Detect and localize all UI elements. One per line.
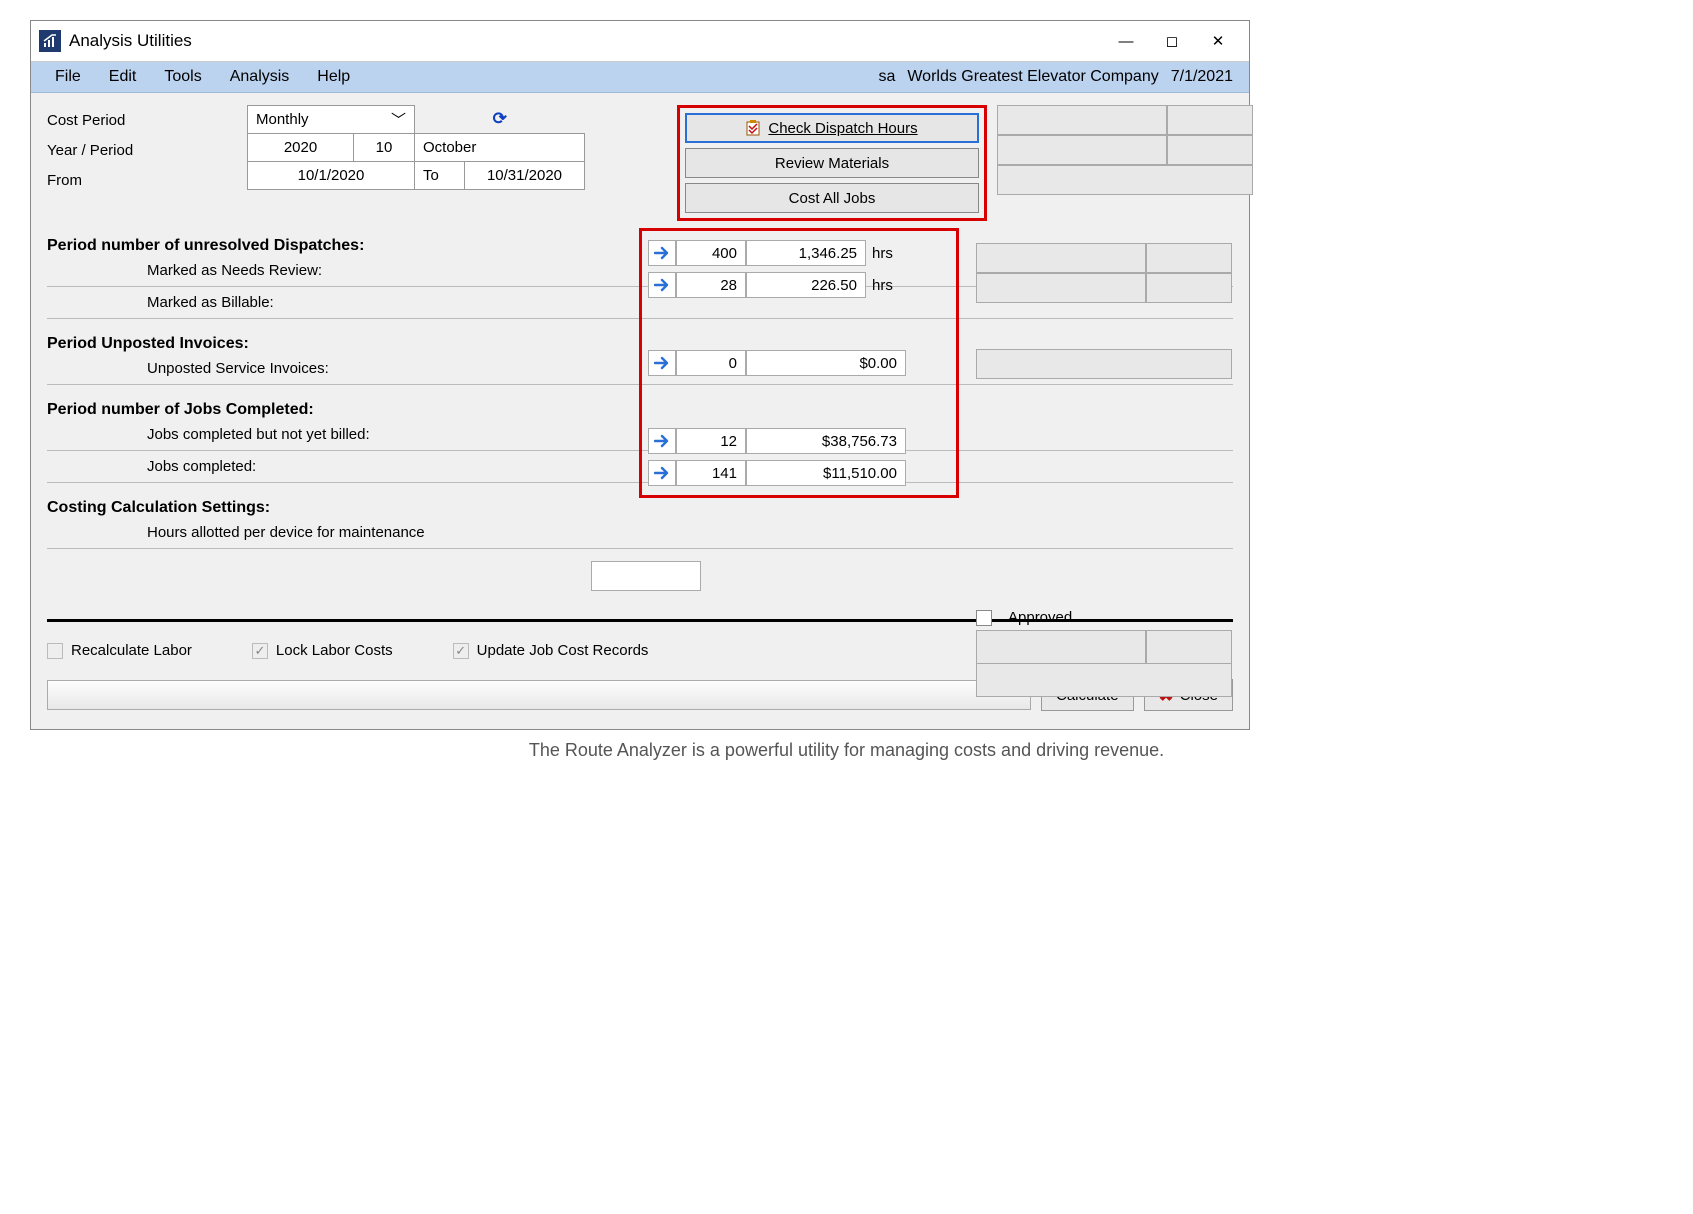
jobs-row-0-label: Jobs completed but not yet billed: bbox=[147, 426, 577, 443]
status-field bbox=[47, 680, 1031, 710]
status-user: sa bbox=[872, 66, 901, 88]
period-table: Monthly ﹀ ⟳ 2020 10 October bbox=[247, 105, 585, 190]
recalculate-labor-label: Recalculate Labor bbox=[71, 642, 192, 659]
year-value[interactable]: 2020 bbox=[248, 134, 354, 162]
costing-row-label: Hours allotted per device for maintenanc… bbox=[147, 524, 577, 541]
side-boxes-top bbox=[997, 105, 1257, 195]
invoices-row-0-count: 0 bbox=[676, 350, 746, 376]
dispatches-row-1-label: Marked as Billable: bbox=[147, 294, 577, 311]
arrow-button[interactable] bbox=[648, 460, 676, 486]
review-materials-button[interactable]: Review Materials bbox=[685, 148, 979, 178]
cost-period-select[interactable]: Monthly ﹀ bbox=[248, 106, 415, 134]
from-value[interactable]: 10/1/2020 bbox=[248, 162, 415, 190]
check-dispatch-button[interactable]: Check Dispatch Hours bbox=[685, 113, 979, 143]
titlebar: Analysis Utilities — ◻ ✕ bbox=[31, 21, 1249, 62]
update-job-cost-label: Update Job Cost Records bbox=[477, 642, 649, 659]
recalculate-labor-checkbox[interactable] bbox=[47, 643, 63, 659]
body-area: Cost Period Year / Period From Monthly ﹀ bbox=[31, 93, 1249, 729]
invoices-row-0-label: Unposted Service Invoices: bbox=[147, 360, 577, 377]
period-name: October bbox=[415, 134, 585, 162]
period-labels: Cost Period Year / Period From bbox=[47, 105, 237, 195]
lock-labor-label: Lock Labor Costs bbox=[276, 642, 393, 659]
arrow-button[interactable] bbox=[648, 350, 676, 376]
invoices-row-0-value: $0.00 bbox=[746, 350, 906, 376]
status-date: 7/1/2021 bbox=[1165, 66, 1239, 88]
window-title: Analysis Utilities bbox=[69, 31, 192, 51]
cost-period-value: Monthly bbox=[256, 111, 309, 128]
year-period-label: Year / Period bbox=[47, 135, 237, 165]
figure-caption: The Route Analyzer is a powerful utility… bbox=[30, 740, 1663, 761]
chevron-down-icon: ﹀ bbox=[391, 109, 406, 130]
status-company: Worlds Greatest Elevator Company bbox=[901, 66, 1164, 88]
jobs-row-1-count: 141 bbox=[676, 460, 746, 486]
jobs-row-0-value: $38,756.73 bbox=[746, 428, 906, 454]
arrow-button[interactable] bbox=[648, 272, 676, 298]
dispatches-row-1-value: 226.50 bbox=[746, 272, 866, 298]
dispatches-row-0-count: 400 bbox=[676, 240, 746, 266]
close-window-button[interactable]: ✕ bbox=[1195, 27, 1241, 55]
app-icon bbox=[39, 30, 61, 52]
minimize-button[interactable]: — bbox=[1103, 27, 1149, 55]
data-values-group: 400 1,346.25 hrs 28 226.50 hrs 0 $0.00 bbox=[639, 228, 959, 498]
analysis-utilities-window: Analysis Utilities — ◻ ✕ File Edit Tools… bbox=[30, 20, 1250, 730]
cost-all-jobs-button[interactable]: Cost All Jobs bbox=[685, 183, 979, 213]
dispatches-row-0-unit: hrs bbox=[872, 245, 893, 262]
dispatches-row-1-unit: hrs bbox=[872, 277, 893, 294]
cost-period-label: Cost Period bbox=[47, 105, 237, 135]
refresh-icon[interactable]: ⟳ bbox=[493, 109, 507, 128]
update-job-cost-checkbox[interactable]: ✓ bbox=[453, 643, 469, 659]
maximize-button[interactable]: ◻ bbox=[1149, 27, 1195, 55]
check-dispatch-label: Check Dispatch Hours bbox=[768, 120, 917, 137]
jobs-row-0-count: 12 bbox=[676, 428, 746, 454]
from-label: From bbox=[47, 165, 237, 195]
to-label: To bbox=[415, 162, 465, 190]
period-number[interactable]: 10 bbox=[354, 134, 415, 162]
menu-edit[interactable]: Edit bbox=[95, 66, 151, 88]
right-column: Approved bbox=[976, 243, 1236, 697]
to-value[interactable]: 10/31/2020 bbox=[465, 162, 585, 190]
jobs-row-1-value: $11,510.00 bbox=[746, 460, 906, 486]
clipboard-icon bbox=[746, 120, 760, 136]
arrow-button[interactable] bbox=[648, 428, 676, 454]
review-materials-label: Review Materials bbox=[775, 155, 889, 172]
dispatches-row-0-label: Marked as Needs Review: bbox=[147, 262, 577, 279]
action-buttons-group: Check Dispatch Hours Review Materials Co… bbox=[677, 105, 987, 221]
approved-label: Approved bbox=[1008, 609, 1072, 626]
approved-checkbox[interactable] bbox=[976, 610, 992, 626]
lock-labor-checkbox[interactable]: ✓ bbox=[252, 643, 268, 659]
menu-analysis[interactable]: Analysis bbox=[216, 66, 304, 88]
menu-file[interactable]: File bbox=[41, 66, 95, 88]
menubar: File Edit Tools Analysis Help sa Worlds … bbox=[31, 62, 1249, 93]
menu-help[interactable]: Help bbox=[303, 66, 364, 88]
arrow-button[interactable] bbox=[648, 240, 676, 266]
dispatches-row-0-value: 1,346.25 bbox=[746, 240, 866, 266]
cost-all-jobs-label: Cost All Jobs bbox=[789, 190, 876, 207]
menu-tools[interactable]: Tools bbox=[150, 66, 215, 88]
jobs-row-1-label: Jobs completed: bbox=[147, 458, 577, 475]
hours-allotted-input[interactable] bbox=[591, 561, 701, 591]
dispatches-row-1-count: 28 bbox=[676, 272, 746, 298]
